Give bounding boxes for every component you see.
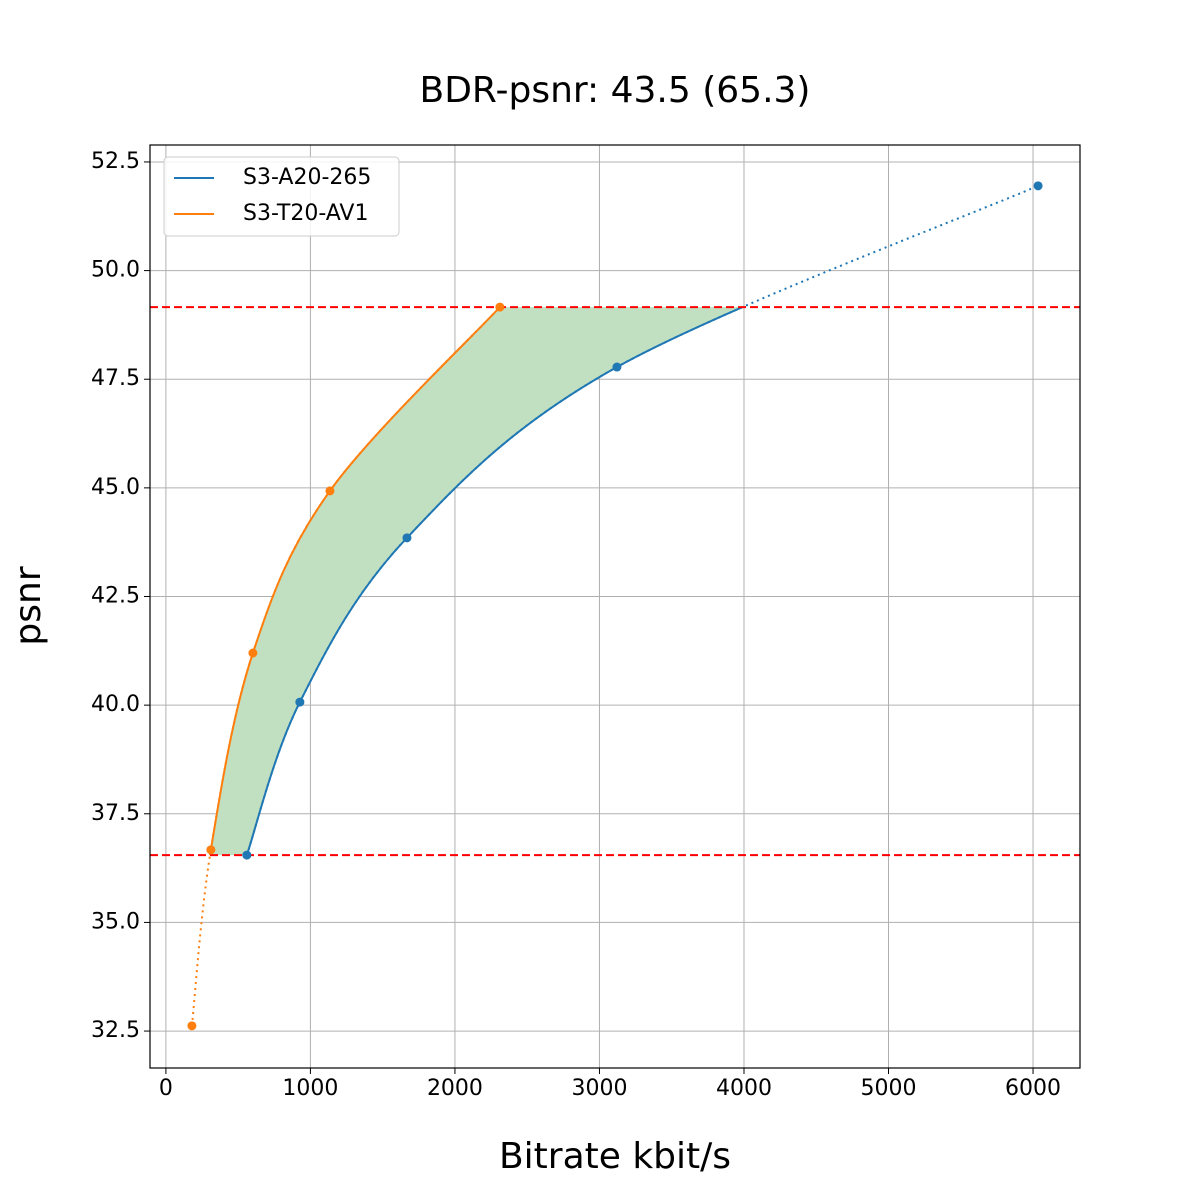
data-point [612, 362, 622, 372]
x-tick-label: 1000 [282, 1076, 338, 1101]
data-point [187, 1021, 197, 1031]
legend-label: S3-A20-265 [243, 165, 371, 190]
data-point [495, 302, 505, 312]
data-point [1033, 181, 1043, 191]
legend-label: S3-T20-AV1 [243, 201, 368, 226]
y-tick-label: 37.5 [91, 801, 140, 826]
data-point [206, 845, 216, 855]
x-axis-label: Bitrate kbit/s [499, 1136, 731, 1177]
x-tick-label: 2000 [427, 1076, 483, 1101]
x-tick-label: 4000 [716, 1076, 772, 1101]
chart-title: BDR-psnr: 43.5 (65.3) [420, 70, 811, 111]
y-tick-label: 52.5 [91, 149, 140, 174]
legend-box [163, 156, 400, 237]
data-point [248, 648, 258, 658]
series-line [245, 307, 746, 856]
y-axis-label: psnr [8, 566, 49, 645]
x-tick-label: 6000 [1005, 1076, 1061, 1101]
x-tick-label: 3000 [571, 1076, 627, 1101]
y-tick-label: 35.0 [91, 909, 140, 934]
y-tick-label: 32.5 [91, 1018, 140, 1043]
bd-fill-area [210, 307, 743, 856]
x-tick-label: 5000 [861, 1076, 917, 1101]
plot-area: 0 1000 2000 3000 4000 5000 6000 32.5 35.0 37.5 40.… [91, 144, 1081, 1101]
data-point [402, 533, 412, 543]
x-tick-label: 0 [159, 1076, 173, 1101]
data-point [242, 850, 252, 860]
y-tick-label: 40.0 [91, 692, 140, 717]
data-point [295, 697, 305, 707]
y-tick-label: 47.5 [91, 366, 140, 391]
plot-frame [149, 144, 1081, 1069]
y-tick-label: 42.5 [91, 584, 140, 609]
y-tick-label: 45.0 [91, 475, 140, 500]
data-point [325, 486, 335, 496]
y-tick-label: 50.0 [91, 258, 140, 283]
